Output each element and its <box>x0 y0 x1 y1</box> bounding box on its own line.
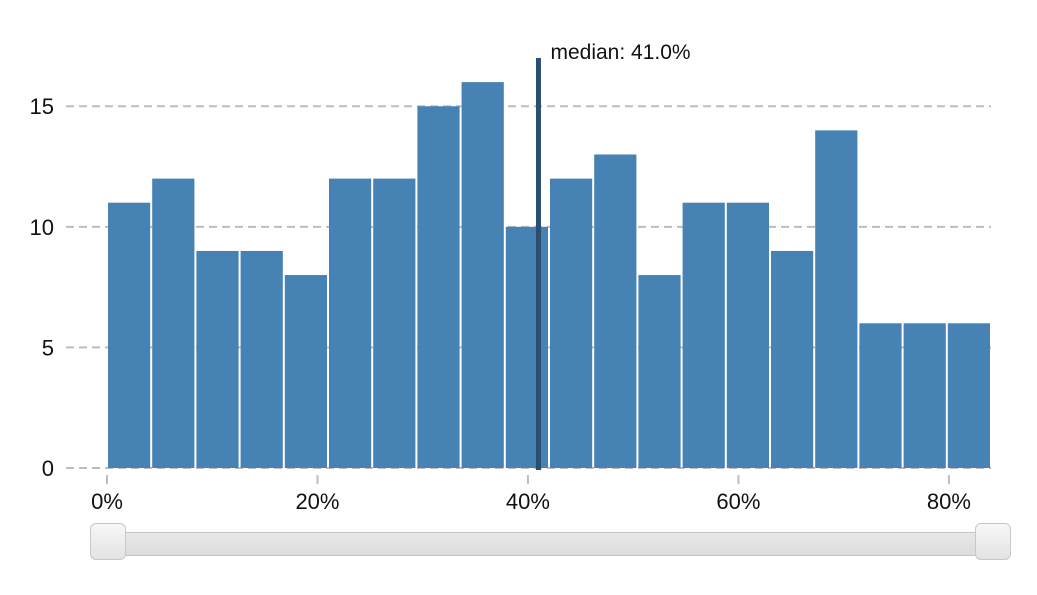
histogram-bar <box>373 178 416 468</box>
range-slider-max-handle[interactable] <box>975 523 1011 560</box>
histogram-bar <box>284 275 327 468</box>
x-tick-label: 20% <box>295 489 339 514</box>
range-slider-track[interactable] <box>92 532 1008 556</box>
histogram-bar <box>108 202 151 469</box>
histogram-bar <box>329 178 372 468</box>
histogram-bar <box>505 226 548 468</box>
histogram-bar <box>417 106 460 468</box>
histogram-bar <box>771 250 814 468</box>
y-tick-label: 15 <box>30 94 54 119</box>
histogram-bar <box>947 323 990 468</box>
histogram-bar <box>152 178 195 468</box>
y-tick-label: 0 <box>42 456 54 481</box>
x-tick-label: 40% <box>506 489 550 514</box>
bars <box>108 82 990 469</box>
x-tick-label: 60% <box>716 489 760 514</box>
y-axis: 0 5 10 15 <box>30 94 54 481</box>
histogram-bar <box>240 250 283 468</box>
histogram-chart: 0 5 10 15 0% 20% 40% 60% 80% median: 41.0% <box>30 41 991 514</box>
histogram-bar <box>550 178 593 468</box>
histogram-bar <box>726 202 769 469</box>
histogram-bar <box>859 323 902 468</box>
histogram-bar <box>815 130 858 468</box>
histogram-bar <box>638 275 681 468</box>
x-tick-label: 80% <box>927 489 971 514</box>
histogram-bar <box>461 82 504 468</box>
range-slider-min-handle[interactable] <box>90 523 126 560</box>
histogram-bar <box>594 154 637 468</box>
histogram-bar <box>903 323 946 468</box>
histogram-bar <box>196 250 239 468</box>
x-axis: 0% 20% 40% 60% 80% <box>91 475 971 514</box>
y-tick-label: 10 <box>30 215 54 240</box>
median-label: median: 41.0% <box>550 41 690 64</box>
x-tick-label: 0% <box>91 489 123 514</box>
y-tick-label: 5 <box>42 335 54 360</box>
histogram-bar <box>682 202 725 469</box>
